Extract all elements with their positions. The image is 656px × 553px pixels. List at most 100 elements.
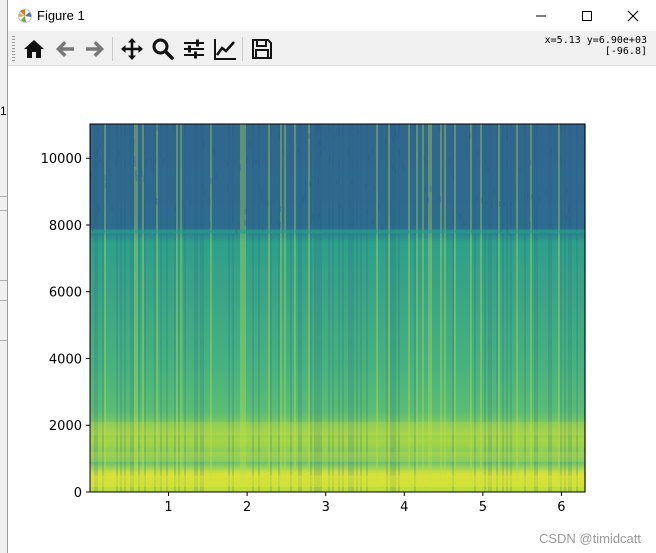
spectrogram-speckle bbox=[90, 170, 92, 177]
close-icon bbox=[627, 10, 639, 22]
spectrogram-speckle bbox=[316, 124, 319, 131]
home-button[interactable] bbox=[20, 35, 48, 63]
spectrogram-speckle bbox=[545, 188, 548, 195]
spectrogram-streak bbox=[314, 124, 316, 492]
spectrogram-speckle bbox=[484, 159, 487, 166]
spectrogram-speckle bbox=[99, 156, 102, 163]
spectrogram-speckle bbox=[248, 140, 251, 147]
spectrogram-speckle bbox=[402, 162, 404, 169]
spectrogram-streak bbox=[510, 124, 512, 492]
edit-axis-button[interactable] bbox=[211, 35, 239, 63]
spectrogram-streak bbox=[490, 124, 492, 492]
harmonic-band bbox=[90, 451, 585, 462]
spectrogram-streak bbox=[316, 124, 318, 492]
pan-button[interactable] bbox=[118, 35, 146, 63]
spectrogram-speckle bbox=[371, 146, 374, 153]
spectrogram-speckle bbox=[538, 195, 540, 202]
spectrogram-streak bbox=[268, 124, 270, 492]
spectrogram-streak bbox=[452, 124, 454, 492]
spectrogram-base bbox=[90, 124, 585, 492]
spectrogram-axes[interactable]: 1 2 3 4 5 6 0 2000 4000 6000 8000 10000 bbox=[8, 66, 656, 553]
close-button[interactable] bbox=[610, 0, 656, 31]
spectrogram-speckle bbox=[154, 157, 156, 164]
spectrogram-streak bbox=[194, 124, 196, 492]
spectrogram-speckle bbox=[155, 197, 157, 204]
title-bar[interactable]: Figure 1 bbox=[8, 0, 656, 31]
spectrogram-streak bbox=[180, 124, 182, 492]
spectrogram-streak bbox=[318, 124, 320, 492]
spectrogram-speckle bbox=[317, 213, 320, 220]
spectrogram-speckle bbox=[312, 213, 315, 220]
spectrogram-streak bbox=[416, 124, 418, 492]
spectrogram-speckle bbox=[413, 124, 416, 131]
spectrogram-speckle bbox=[96, 149, 99, 156]
spectrogram-speckle bbox=[429, 185, 432, 192]
spectrogram-speckle bbox=[498, 201, 501, 208]
zoom-button[interactable] bbox=[149, 35, 177, 63]
spectrogram-streak bbox=[200, 124, 202, 492]
spectrogram-speckle bbox=[297, 147, 300, 154]
spectrogram-speckle bbox=[423, 154, 426, 161]
spectrogram-speckle bbox=[351, 178, 353, 185]
spectrogram-speckle bbox=[566, 187, 568, 194]
spectrogram-speckle bbox=[141, 170, 143, 177]
maximize-button[interactable] bbox=[564, 0, 610, 31]
forward-button[interactable] bbox=[81, 35, 109, 63]
spectrogram-streak bbox=[386, 124, 388, 492]
spectrogram-speckle bbox=[509, 201, 512, 208]
spectrogram-speckle bbox=[115, 160, 117, 167]
spectrogram-streak bbox=[176, 124, 178, 492]
spectrogram-streak bbox=[136, 124, 138, 492]
spectrogram-streak bbox=[548, 124, 550, 492]
spectrogram-speckle bbox=[244, 208, 247, 215]
configure-subplots-button[interactable] bbox=[180, 35, 208, 63]
spectrogram-speckle bbox=[135, 170, 137, 177]
floppy-disk-icon bbox=[252, 39, 272, 59]
spectrogram-speckle bbox=[333, 133, 335, 140]
spectrogram-streak bbox=[96, 124, 98, 492]
spectrogram-speckle bbox=[118, 150, 120, 157]
spectrogram-speckle bbox=[427, 197, 429, 204]
spectrogram-speckle bbox=[527, 193, 529, 200]
spectrogram-streak bbox=[496, 124, 498, 492]
spectrogram-streak bbox=[428, 124, 430, 492]
spectrogram-streak bbox=[558, 124, 560, 492]
spectrogram-speckle bbox=[255, 158, 257, 165]
spectrogram-speckle bbox=[278, 133, 280, 140]
spectrogram-speckle bbox=[162, 158, 165, 165]
spectrogram-streak bbox=[422, 124, 424, 492]
spectrogram-speckle bbox=[568, 206, 570, 213]
spectrogram-streak bbox=[350, 124, 352, 492]
matplotlib-app-icon bbox=[17, 8, 33, 24]
spectrogram-streak bbox=[160, 124, 162, 492]
figure-canvas[interactable]: 1 2 3 4 5 6 0 2000 4000 6000 8000 10000 CSDN @timid… bbox=[8, 66, 656, 553]
spectrogram-speckle bbox=[569, 216, 571, 223]
spectrogram-speckle bbox=[246, 156, 248, 163]
spectrogram-speckle bbox=[320, 150, 322, 157]
spectrogram-speckle bbox=[438, 125, 441, 132]
x-tick-label: 6 bbox=[557, 500, 565, 515]
minimize-button[interactable] bbox=[518, 0, 564, 31]
spectrogram-speckle bbox=[372, 218, 374, 225]
toolbar-grip[interactable] bbox=[12, 36, 15, 62]
x-tick-label: 5 bbox=[479, 500, 487, 515]
spectrogram-speckle bbox=[189, 199, 192, 206]
spectrogram-speckle bbox=[403, 165, 406, 172]
spectrogram-speckle bbox=[487, 166, 489, 173]
back-button[interactable] bbox=[51, 35, 79, 63]
spectrogram-speckle bbox=[308, 132, 310, 139]
spectrogram-speckle bbox=[357, 129, 359, 136]
spectrogram-streak bbox=[576, 124, 578, 492]
spectrogram-speckle bbox=[317, 177, 320, 184]
spectrogram-streak bbox=[252, 124, 254, 492]
coordinate-xy-text: x=5.13 y=6.90e+03 bbox=[544, 35, 647, 46]
save-button[interactable] bbox=[248, 35, 276, 63]
spectrogram-streak bbox=[474, 124, 476, 492]
background-window-edge bbox=[0, 0, 8, 553]
spectrogram-streak bbox=[94, 124, 96, 492]
spectrogram-speckle bbox=[203, 142, 205, 149]
spectrogram-streak bbox=[470, 124, 472, 492]
spectrogram-speckle bbox=[580, 135, 583, 142]
spectrogram-streak bbox=[502, 124, 504, 492]
spectrogram-streak bbox=[320, 124, 322, 492]
